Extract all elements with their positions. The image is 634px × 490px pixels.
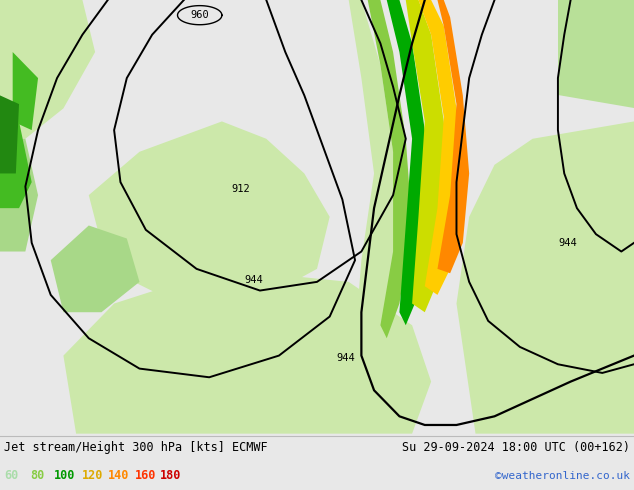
Polygon shape bbox=[456, 122, 634, 434]
Polygon shape bbox=[0, 96, 19, 173]
Polygon shape bbox=[0, 122, 32, 208]
Text: Jet stream/Height 300 hPa [kts] ECMWF: Jet stream/Height 300 hPa [kts] ECMWF bbox=[4, 441, 268, 454]
Polygon shape bbox=[89, 122, 330, 304]
Polygon shape bbox=[558, 0, 634, 108]
Text: 160: 160 bbox=[135, 469, 157, 483]
Text: 960: 960 bbox=[190, 10, 209, 20]
Text: 80: 80 bbox=[30, 469, 44, 483]
Text: Su 29-09-2024 18:00 UTC (00+162): Su 29-09-2024 18:00 UTC (00+162) bbox=[402, 441, 630, 454]
Polygon shape bbox=[0, 0, 95, 139]
Polygon shape bbox=[0, 139, 38, 251]
Text: 120: 120 bbox=[82, 469, 103, 483]
Polygon shape bbox=[51, 225, 139, 312]
Polygon shape bbox=[13, 52, 38, 130]
Polygon shape bbox=[63, 269, 431, 434]
Text: 180: 180 bbox=[160, 469, 181, 483]
Text: ©weatheronline.co.uk: ©weatheronline.co.uk bbox=[495, 471, 630, 481]
Text: 944: 944 bbox=[336, 353, 355, 363]
Text: 912: 912 bbox=[231, 184, 250, 194]
Polygon shape bbox=[387, 0, 431, 325]
Polygon shape bbox=[437, 0, 469, 273]
Text: 944: 944 bbox=[244, 275, 263, 285]
Text: 100: 100 bbox=[54, 469, 75, 483]
Polygon shape bbox=[406, 0, 450, 312]
Polygon shape bbox=[368, 0, 412, 338]
Text: 944: 944 bbox=[558, 238, 577, 248]
Text: 140: 140 bbox=[108, 469, 129, 483]
Polygon shape bbox=[418, 0, 463, 295]
Polygon shape bbox=[349, 0, 399, 347]
Text: 60: 60 bbox=[4, 469, 18, 483]
